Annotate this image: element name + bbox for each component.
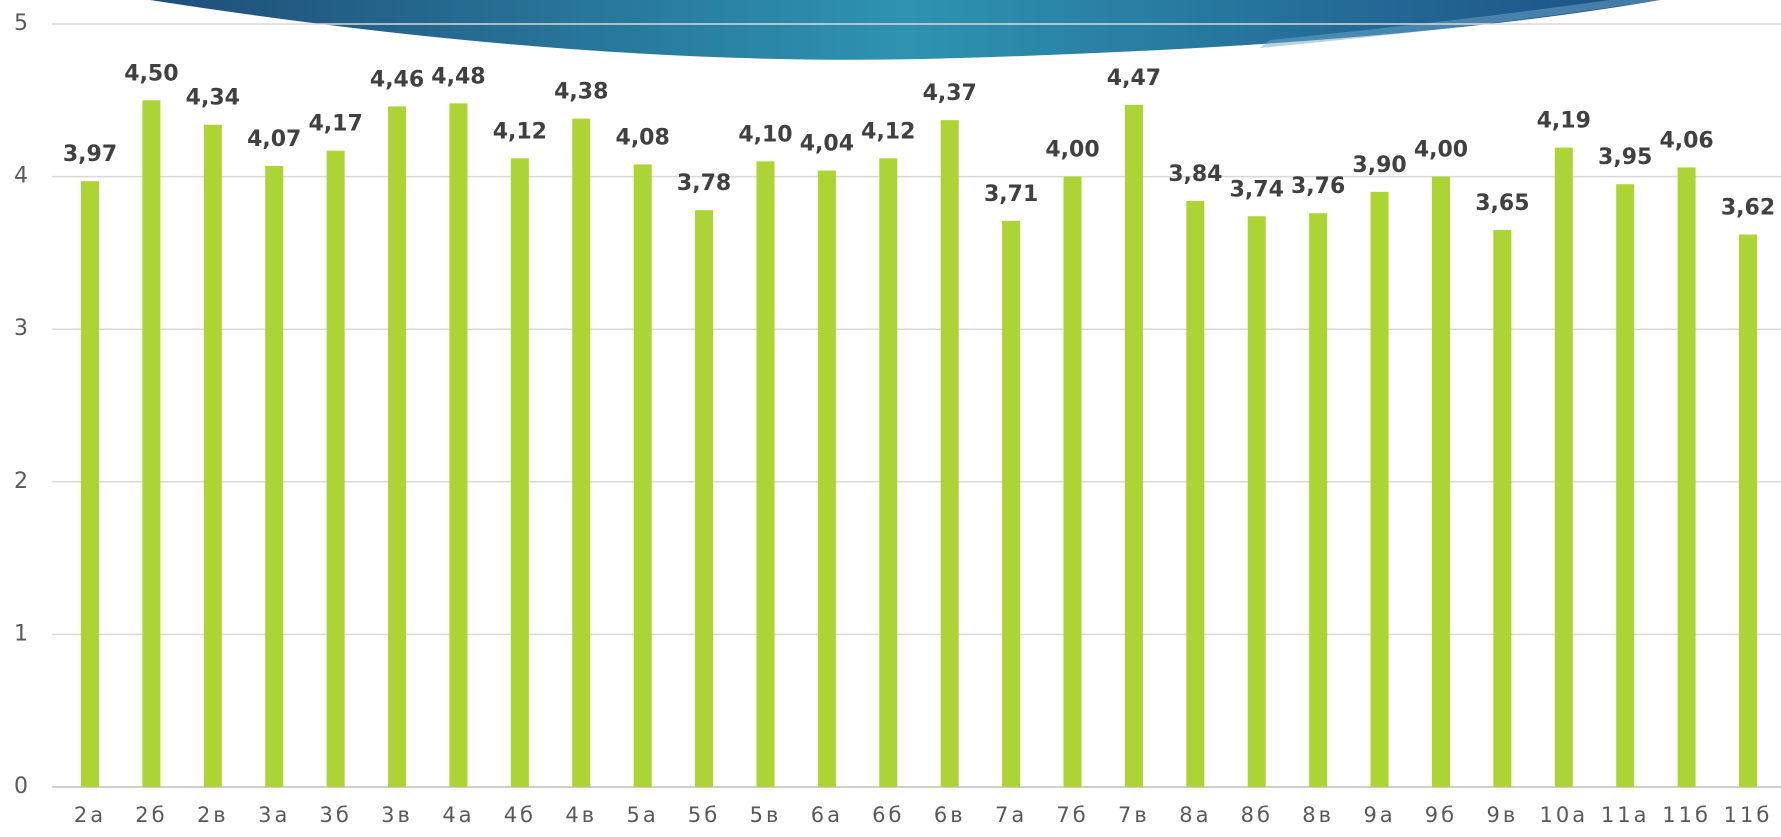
x-tick-label: 2б	[135, 803, 167, 827]
data-label: 3,65	[1475, 191, 1529, 216]
x-tick-label: 5б	[688, 803, 720, 827]
x-tick-label: 3а	[258, 803, 290, 827]
data-label: 4,00	[1414, 138, 1468, 163]
bar	[1739, 234, 1757, 787]
bar	[572, 118, 591, 787]
data-label: 3,90	[1352, 153, 1406, 178]
bar	[695, 210, 714, 787]
x-tick-label: 3в	[381, 803, 413, 827]
data-label: 3,84	[1168, 162, 1222, 187]
data-label: 4,19	[1537, 109, 1591, 134]
bar	[142, 100, 161, 788]
data-label: 3,78	[677, 171, 731, 196]
x-tick-label: 9а	[1363, 803, 1395, 827]
plot-area: 0 1 2 3 4 5 2а 3,97 2б 4,50 2в 4,34 3а 4,07 3б 4,17 3в 4,…	[14, 11, 1781, 827]
data-label: 4,00	[1045, 138, 1099, 163]
x-tick-label: 11а	[1601, 803, 1650, 827]
bar	[510, 158, 529, 788]
x-tick-label: 7а	[995, 803, 1027, 827]
bar	[1186, 201, 1205, 788]
bar	[1493, 230, 1512, 787]
x-tick-label: 6в	[934, 803, 966, 827]
y-tick-label: 2	[14, 469, 28, 494]
x-tick-label: 11б	[1662, 803, 1711, 827]
x-tick-label: 4а	[442, 803, 474, 827]
y-tick-label: 4	[14, 164, 28, 189]
data-label: 4,37	[923, 81, 977, 106]
data-label: 4,38	[554, 80, 608, 105]
bar	[265, 165, 284, 788]
bar	[633, 164, 652, 788]
data-label: 4,48	[431, 64, 485, 89]
y-tick-label: 1	[14, 621, 28, 646]
data-label: 4,17	[308, 112, 362, 137]
data-label: 4,12	[861, 119, 915, 144]
x-tick-label: 7б	[1056, 803, 1088, 827]
data-label: 4,12	[493, 119, 547, 144]
data-label: 4,47	[1107, 66, 1161, 91]
data-label: 4,46	[370, 67, 424, 92]
bar	[1431, 176, 1450, 788]
data-label: 4,08	[616, 125, 670, 150]
data-label: 4,34	[186, 86, 240, 111]
x-tick-label: 6б	[872, 803, 904, 827]
x-tick-label: 9в	[1486, 803, 1518, 827]
bar	[449, 103, 468, 788]
x-tick-label: 3б	[319, 803, 351, 827]
bar	[388, 106, 407, 788]
x-tick-label: 7в	[1118, 803, 1150, 827]
data-label: 3,62	[1721, 196, 1775, 221]
x-tick-label: 8б	[1241, 803, 1273, 827]
data-label: 4,06	[1659, 128, 1713, 153]
bar	[81, 181, 99, 788]
x-tick-label: 2а	[74, 803, 106, 827]
bar	[1124, 104, 1143, 788]
x-tick-label: 10а	[1539, 803, 1588, 827]
x-tick-label: 6а	[811, 803, 843, 827]
bar	[1063, 176, 1082, 788]
x-tick-label: 2в	[197, 803, 229, 827]
bar	[940, 120, 959, 787]
bar	[1554, 147, 1573, 787]
data-label: 3,74	[1230, 177, 1284, 202]
bar	[1309, 213, 1328, 787]
x-tick-label: 9б	[1425, 803, 1457, 827]
y-tick-label: 0	[14, 774, 28, 799]
data-label: 4,07	[247, 127, 301, 152]
data-label: 3,97	[63, 142, 117, 167]
x-tick-label: 5а	[627, 803, 659, 827]
data-label: 3,95	[1598, 145, 1652, 170]
x-tick-label: 4в	[565, 803, 597, 827]
x-tick-label: 11б	[1724, 803, 1773, 827]
bar	[756, 161, 775, 788]
bar	[817, 170, 836, 788]
data-label: 3,76	[1291, 174, 1345, 199]
data-label: 3,71	[984, 182, 1038, 207]
bar	[879, 158, 898, 788]
bar	[326, 150, 345, 787]
bar	[1616, 184, 1635, 788]
data-label: 4,10	[738, 122, 792, 147]
bar	[203, 124, 222, 787]
x-tick-label: 8а	[1179, 803, 1211, 827]
bar	[1677, 167, 1696, 788]
y-tick-label: 3	[14, 316, 28, 341]
data-label: 4,04	[800, 131, 854, 156]
data-label: 4,50	[124, 61, 178, 86]
bar	[1370, 191, 1389, 788]
bar	[1002, 220, 1021, 787]
x-tick-label: 5в	[750, 803, 782, 827]
x-tick-label: 4б	[504, 803, 536, 827]
header-swoosh	[150, 0, 1660, 60]
x-tick-label: 8в	[1302, 803, 1334, 827]
y-tick-label: 5	[14, 11, 28, 36]
bar	[1247, 216, 1266, 787]
